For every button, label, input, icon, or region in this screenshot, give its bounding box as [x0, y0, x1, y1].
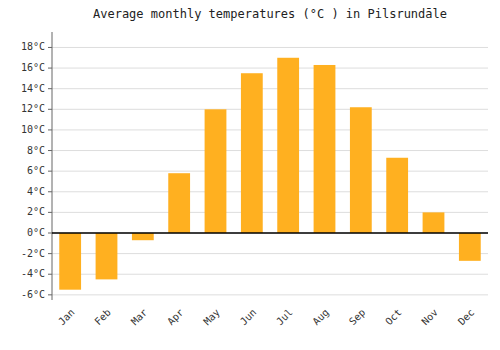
bar — [277, 58, 299, 233]
y-tick — [48, 171, 52, 172]
grid-line — [52, 109, 488, 110]
bar — [386, 158, 408, 233]
grid-line — [52, 233, 488, 234]
grid-line — [52, 171, 488, 172]
x-tick-label: Sep — [347, 307, 368, 328]
y-grid — [52, 47, 488, 294]
bar — [350, 107, 372, 233]
y-tick-label: 2°C — [27, 206, 45, 217]
bar — [205, 109, 227, 233]
y-tick-label: 10°C — [21, 124, 45, 135]
y-tick — [48, 150, 52, 151]
x-tick-label: Jul — [274, 307, 295, 328]
y-tick-label: 0°C — [27, 227, 45, 238]
y-tick — [48, 191, 52, 192]
grid-line — [52, 191, 488, 192]
grid-line — [52, 88, 488, 89]
x-tick-label: Jun — [238, 307, 259, 328]
y-tick — [48, 253, 52, 254]
title: Average monthly temperatures (°C ) in Pi… — [93, 7, 447, 21]
y-tick — [48, 233, 52, 234]
y-tick-label: 4°C — [27, 186, 45, 197]
bar — [241, 73, 263, 233]
y-tick — [48, 129, 52, 130]
bar — [96, 233, 118, 279]
x-tick-label: Mar — [129, 307, 150, 328]
x-tick-label: Apr — [165, 307, 186, 328]
y-tick — [48, 109, 52, 110]
y-tick-label: -6°C — [21, 289, 45, 300]
bar — [423, 212, 445, 233]
y-tick — [48, 294, 52, 295]
bar — [314, 65, 336, 233]
y-tick-label: 18°C — [21, 41, 45, 52]
y-tick — [48, 47, 52, 48]
x-tick-labels: Jan Feb Mar Apr May Jun Jul Aug Sep Oct Nov Dec — [56, 307, 476, 328]
y-tick — [48, 68, 52, 69]
y-tick-label: -2°C — [21, 248, 45, 259]
y-tick — [48, 274, 52, 275]
bar — [459, 233, 481, 261]
x-tick-label: Jan — [56, 307, 77, 328]
y-tick — [48, 212, 52, 213]
x-tick-label: Oct — [383, 307, 404, 328]
grid-line — [52, 129, 488, 130]
x-tick-label: Nov — [419, 307, 440, 328]
y-tick — [48, 88, 52, 89]
grid-line — [52, 294, 488, 295]
chart-container: -6°C -4°C -2°C 0°C 2°C 4°C 6°C 8°C 10°C 12°C 14°C 1… — [0, 0, 500, 350]
y-tick-label: 16°C — [21, 62, 45, 73]
y-tick-label: -4°C — [21, 268, 45, 279]
grid-line — [52, 253, 488, 254]
x-tick-label: Dec — [456, 307, 477, 328]
y-tick-labels: -6°C -4°C -2°C 0°C 2°C 4°C 6°C 8°C 10°C 12°C 14°C 1… — [21, 41, 52, 299]
y-axis-line — [52, 32, 53, 300]
grid-line — [52, 47, 488, 48]
x-tick-label: Aug — [310, 307, 331, 328]
bar — [168, 173, 190, 233]
x-tick-label: Feb — [92, 307, 113, 328]
bar — [132, 233, 154, 240]
grid-line — [52, 274, 488, 275]
bars — [59, 58, 480, 290]
y-tick-label: 8°C — [27, 145, 45, 156]
zero-line — [52, 232, 488, 234]
grid-line — [52, 150, 488, 151]
chart: -6°C -4°C -2°C 0°C 2°C 4°C 6°C 8°C 10°C 12°C 14°C 1… — [0, 0, 500, 350]
grid-line — [52, 68, 488, 69]
y-tick-label: 6°C — [27, 165, 45, 176]
y-tick-label: 14°C — [21, 83, 45, 94]
bar — [59, 233, 81, 290]
x-tick-label: May — [201, 307, 222, 328]
y-tick-label: 12°C — [21, 103, 45, 114]
